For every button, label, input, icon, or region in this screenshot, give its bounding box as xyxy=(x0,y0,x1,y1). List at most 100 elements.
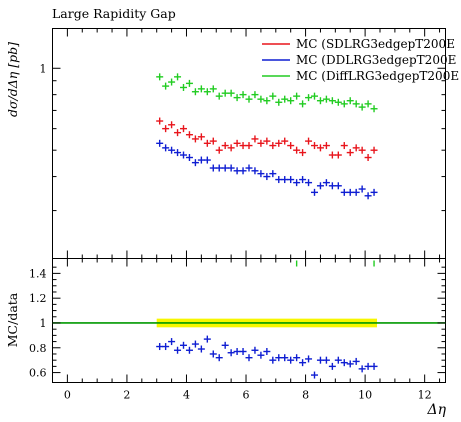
ratio-y-tick-label: 0.6 xyxy=(29,367,47,380)
ratio-marker xyxy=(203,335,211,343)
main-marker-series-2 xyxy=(364,100,372,108)
main-marker-series-0 xyxy=(209,137,217,145)
main-marker-series-2 xyxy=(251,91,259,99)
main-marker-series-1 xyxy=(287,176,295,184)
ratio-marker xyxy=(251,346,259,354)
main-marker-series-1 xyxy=(305,179,313,187)
main-marker-series-2 xyxy=(293,92,301,100)
main-marker-series-1 xyxy=(352,188,360,196)
main-marker-series-2 xyxy=(346,97,354,105)
main-marker-series-0 xyxy=(257,139,265,147)
main-marker-series-0 xyxy=(233,139,241,147)
main-marker-series-2 xyxy=(215,92,223,100)
main-marker-series-0 xyxy=(358,146,366,154)
chart-title: Large Rapidity Gap xyxy=(52,6,176,21)
main-marker-series-1 xyxy=(251,167,259,175)
ratio-marker xyxy=(322,356,330,364)
main-marker-series-1 xyxy=(227,164,235,172)
main-marker-series-1 xyxy=(257,170,265,178)
ratio-marker xyxy=(352,357,360,365)
main-marker-series-0 xyxy=(269,142,277,150)
ratio-marker xyxy=(263,348,271,355)
main-marker-series-2 xyxy=(281,95,289,103)
ratio-marker xyxy=(233,348,241,355)
main-marker-series-2 xyxy=(340,100,348,108)
main-marker-series-2 xyxy=(358,103,366,111)
main-marker-series-1 xyxy=(293,179,301,187)
main-marker-series-1 xyxy=(311,188,318,196)
main-marker-series-0 xyxy=(162,125,170,133)
main-marker-series-1 xyxy=(299,176,307,184)
main-marker-series-1 xyxy=(328,182,336,190)
main-marker-series-1 xyxy=(168,146,176,154)
ratio-y-axis-label: MC/data xyxy=(5,292,20,347)
main-marker-series-0 xyxy=(316,144,324,152)
ratio-y-tick-label: 1.4 xyxy=(29,267,47,280)
x-tick-label: 2 xyxy=(123,389,130,402)
main-marker-series-2 xyxy=(370,105,378,113)
main-marker-series-2 xyxy=(227,89,235,97)
ratio-marker xyxy=(239,348,247,355)
main-marker-series-1 xyxy=(263,173,271,181)
main-marker-series-2 xyxy=(334,98,342,106)
main-marker-series-1 xyxy=(233,167,241,175)
ratio-marker xyxy=(305,355,313,363)
x-tick-label: 12 xyxy=(418,389,432,402)
ratio-marker xyxy=(275,354,283,362)
main-marker-series-0 xyxy=(185,131,193,139)
main-marker-series-0 xyxy=(370,146,378,154)
y-tick-label: 1 xyxy=(40,62,47,75)
main-marker-series-0 xyxy=(197,133,205,141)
main-marker-series-1 xyxy=(174,149,182,157)
x-tick-label: 8 xyxy=(302,389,309,402)
x-tick-label: 6 xyxy=(243,389,250,402)
ratio-marker xyxy=(358,365,366,373)
ratio-marker xyxy=(269,356,277,364)
main-marker-series-1 xyxy=(191,159,199,167)
main-marker-series-1 xyxy=(358,185,366,193)
main-plot-markers xyxy=(156,73,378,200)
main-marker-series-0 xyxy=(221,142,229,150)
main-marker-series-0 xyxy=(340,142,348,150)
ratio-marker xyxy=(328,362,336,370)
main-marker-series-1 xyxy=(180,151,187,159)
ratio-marker xyxy=(185,346,193,354)
main-marker-series-2 xyxy=(275,98,283,106)
ratio-marker xyxy=(293,354,301,362)
main-marker-series-0 xyxy=(180,125,187,133)
ratio-plot-markers xyxy=(156,260,378,379)
ratio-plot-frame xyxy=(52,258,446,383)
main-marker-series-0 xyxy=(203,139,211,147)
main-marker-series-2 xyxy=(239,91,247,99)
main-marker-series-0 xyxy=(251,135,259,143)
x-axis-label: Δη xyxy=(427,402,447,418)
main-marker-series-2 xyxy=(156,73,164,81)
ratio-marker xyxy=(334,356,342,364)
main-marker-series-1 xyxy=(245,164,253,172)
main-marker-series-1 xyxy=(269,170,277,178)
main-marker-series-2 xyxy=(191,88,199,96)
ratio-marker xyxy=(162,343,170,351)
ratio-marker xyxy=(287,356,295,364)
ratio-marker xyxy=(370,362,378,370)
main-marker-series-2 xyxy=(180,83,187,91)
ratio-marker xyxy=(209,350,217,358)
x-tick-label: 0 xyxy=(64,389,71,402)
main-marker-series-1 xyxy=(162,144,170,152)
ratio-y-tick-label: 1 xyxy=(40,317,47,330)
main-marker-series-1 xyxy=(370,188,378,196)
main-marker-series-0 xyxy=(299,149,307,157)
main-marker-series-2 xyxy=(269,92,277,100)
main-marker-series-0 xyxy=(191,135,199,143)
legend: MC (SDLRG3edgepT200E MC (DDLRG3edgepT200E… xyxy=(262,37,459,83)
main-marker-series-0 xyxy=(352,144,360,152)
main-marker-series-2 xyxy=(305,94,313,102)
main-marker-series-0 xyxy=(215,146,223,154)
ratio-y-tick-label: 1.2 xyxy=(29,292,47,305)
main-marker-series-0 xyxy=(305,137,313,145)
ratio-marker xyxy=(168,338,176,346)
main-marker-series-0 xyxy=(263,137,271,145)
ratio-marker xyxy=(257,351,265,359)
main-marker-series-1 xyxy=(364,192,372,200)
